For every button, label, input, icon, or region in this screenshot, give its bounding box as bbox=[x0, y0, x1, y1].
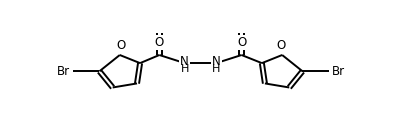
Text: H: H bbox=[180, 64, 188, 74]
Text: N: N bbox=[180, 55, 189, 68]
Text: H: H bbox=[211, 64, 220, 74]
Text: N: N bbox=[211, 55, 220, 68]
Text: O: O bbox=[237, 36, 245, 49]
Text: O: O bbox=[116, 39, 125, 52]
Text: O: O bbox=[276, 39, 285, 52]
Text: Br: Br bbox=[331, 65, 344, 78]
Text: O: O bbox=[154, 36, 164, 49]
Text: Br: Br bbox=[57, 65, 70, 78]
